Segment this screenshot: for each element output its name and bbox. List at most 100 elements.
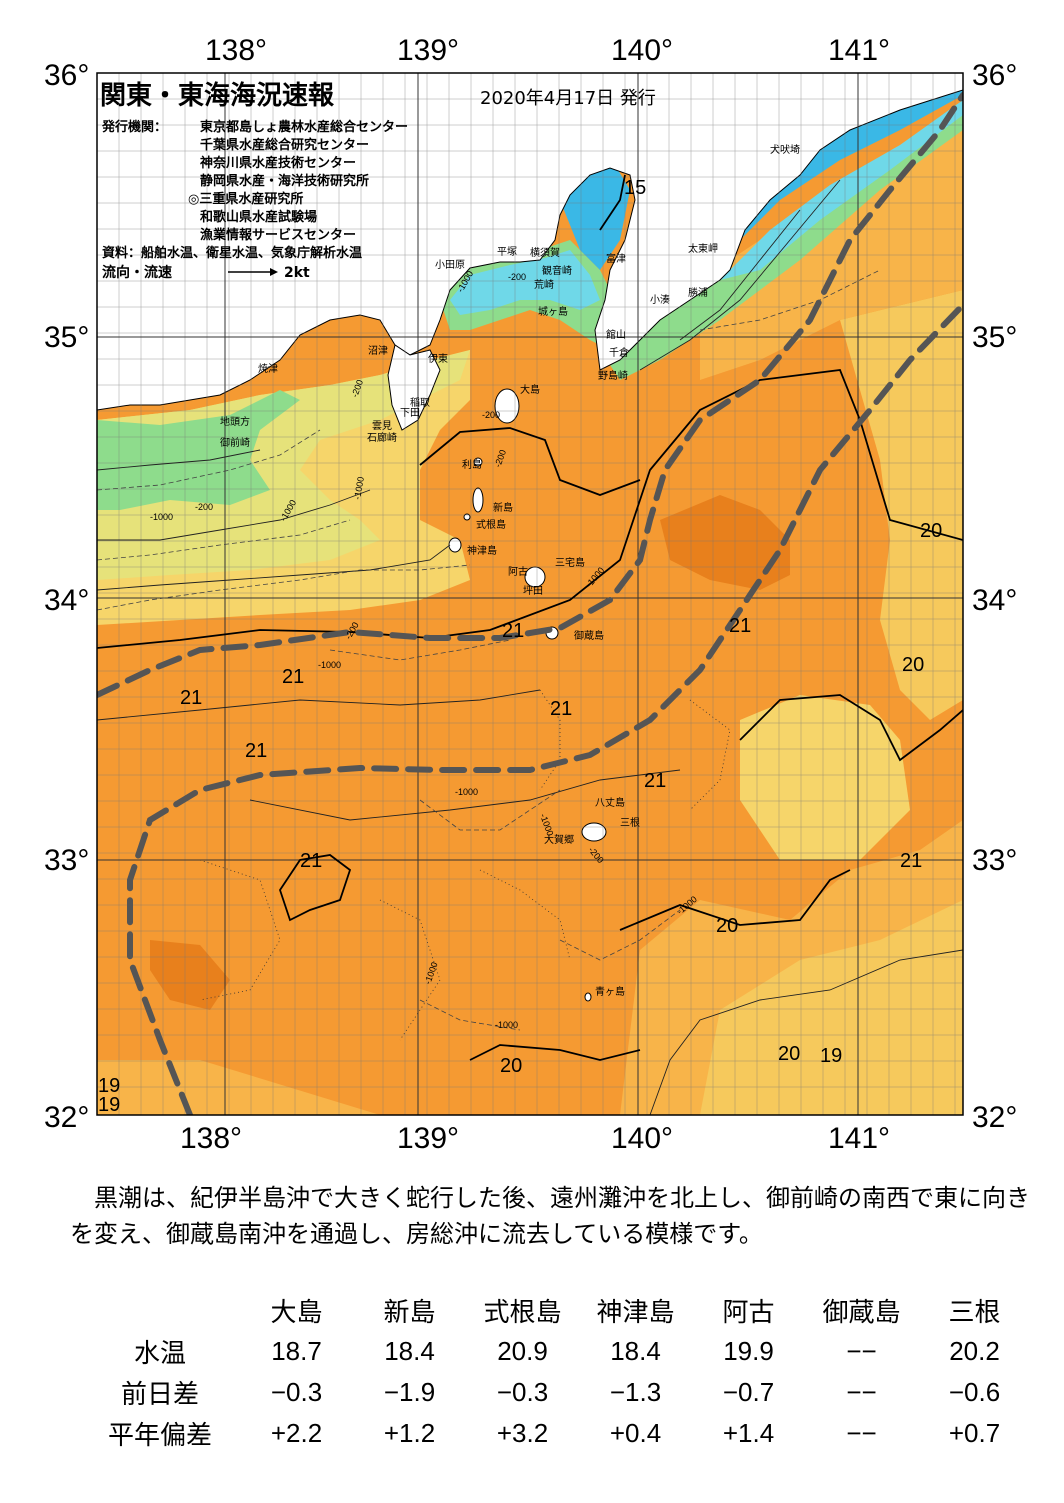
place-kozushima: 神津島 bbox=[467, 544, 497, 557]
sst-zone-coast-green bbox=[97, 390, 300, 510]
column-header: 神津島 bbox=[596, 1298, 675, 1328]
isotherm-label: 21 bbox=[900, 850, 922, 872]
isotherm-label: 21 bbox=[282, 666, 304, 688]
place-inatori: 稲取 bbox=[410, 397, 430, 409]
table-corner bbox=[80, 1290, 240, 1331]
issuer-item: 神奈川県水産技術センター bbox=[200, 155, 356, 171]
lat-tick-right: 35° bbox=[972, 321, 1017, 354]
lat-tick-left: 34° bbox=[44, 584, 89, 617]
isotherm-label: 19 bbox=[98, 1075, 120, 1097]
place-miyakejima: 三宅島 bbox=[555, 556, 585, 569]
column-header: 新島 bbox=[383, 1298, 436, 1328]
isotherm-label: 20 bbox=[920, 520, 942, 542]
island-niijima bbox=[472, 487, 484, 513]
depth-label: -1000 bbox=[352, 476, 366, 500]
lon-tick-top: 138° bbox=[205, 34, 267, 67]
issuer-item: 和歌山県水産試験場 bbox=[200, 209, 317, 225]
depth-label: -200 bbox=[508, 272, 526, 282]
table-cell: −− bbox=[846, 1418, 877, 1448]
isotherm-label: 20 bbox=[778, 1043, 800, 1065]
island-hachijojima bbox=[581, 822, 607, 842]
flow-scale: 2kt bbox=[284, 265, 310, 281]
depth-contours-dotted bbox=[199, 689, 731, 1041]
lat-tick-right: 32° bbox=[972, 1101, 1017, 1134]
place-taitomisaki: 太東岬 bbox=[688, 242, 718, 255]
issuer-item: 静岡県水産・海洋技術研究所 bbox=[200, 173, 369, 189]
place-aogashima: 青ヶ島 bbox=[595, 985, 625, 998]
place-kumomi: 雲見 bbox=[372, 420, 392, 432]
place-katsuura: 勝浦 bbox=[688, 286, 708, 299]
isotherm-label: 19 bbox=[820, 1045, 842, 1067]
place-mikurajima: 御蔵島 bbox=[574, 629, 604, 642]
lat-tick-right: 36° bbox=[972, 59, 1017, 92]
lat-tick-left: 33° bbox=[44, 844, 89, 877]
column-header: 御蔵島 bbox=[822, 1298, 901, 1328]
place-hachijojima: 八丈島 bbox=[595, 796, 625, 809]
lon-tick-bottom: 139° bbox=[397, 1122, 459, 1155]
depth-label: -200 bbox=[195, 502, 213, 512]
issuer-label: 発行機関： bbox=[101, 119, 167, 135]
table-cell: 20.2 bbox=[949, 1336, 1000, 1366]
table-cell: 18.7 bbox=[271, 1336, 322, 1366]
depth-label: -1000 bbox=[150, 512, 173, 522]
isotherm-label: 21 bbox=[550, 698, 572, 720]
isotherm-label: 21 bbox=[245, 740, 267, 762]
table-cell: 18.4 bbox=[610, 1336, 661, 1366]
issuer-item: 漁業情報サービスセンター bbox=[200, 227, 356, 243]
depth-contours bbox=[97, 269, 881, 1031]
place-ito: 伊東 bbox=[428, 352, 448, 365]
table-cell: −0.3 bbox=[496, 1377, 549, 1407]
row-header: 前日差 bbox=[120, 1380, 199, 1410]
isotherm-label: 21 bbox=[644, 770, 666, 792]
table-cell: +2.2 bbox=[270, 1418, 323, 1448]
sst-zone-boso-blue bbox=[740, 73, 963, 240]
lon-tick-top: 141° bbox=[828, 34, 890, 67]
sst-zone-core bbox=[660, 495, 790, 590]
sst-zone-east-edge bbox=[840, 290, 963, 720]
table-cell: −0.7 bbox=[722, 1377, 775, 1407]
lon-tick-bottom: 141° bbox=[828, 1122, 890, 1155]
place-tsubota: 坪田 bbox=[523, 584, 543, 597]
place-toshima: 利島 bbox=[462, 458, 482, 471]
kuroshio-description: 黒潮は、紀伊半島沖で大きく蛇行した後、遠州灘沖を北上し、御前崎の南西で東に向きを… bbox=[70, 1180, 1030, 1252]
table-row: 平年偏差 +2.2 +1.2 +3.2 +0.4 +1.4 −− +0.7 bbox=[80, 1413, 1031, 1454]
sst-zone-boso-cyan bbox=[720, 100, 963, 280]
island-temperature-table: 大島 新島 式根島 神津島 阿古 御蔵島 三根 水温 18.7 18.4 20.… bbox=[80, 1290, 1031, 1454]
place-ako: 阿古 bbox=[508, 565, 528, 578]
depth-label: -1000 bbox=[455, 787, 478, 797]
place-shikinejima: 式根島 bbox=[476, 518, 506, 531]
sst-zone-bay-cyan bbox=[450, 250, 600, 315]
issue-date: 2020年4月17日 発行 bbox=[480, 88, 656, 109]
island-oshima bbox=[494, 388, 520, 424]
place-chikura: 千倉 bbox=[609, 346, 629, 359]
isotherm-label: 15 bbox=[624, 177, 646, 199]
depth-label: -1000 bbox=[495, 1020, 518, 1030]
place-names: 犬吠埼 太東岬 勝浦 小湊 小田原 平塚 横須賀 観音崎 荒崎 富津 城ヶ島 館… bbox=[220, 143, 800, 998]
table-row: 前日差 −0.3 −1.9 −0.3 −1.3 −0.7 −− −0.6 bbox=[80, 1372, 1031, 1413]
map-title: 関東・東海海況速報 bbox=[100, 81, 335, 111]
lat-lon-grid bbox=[97, 73, 963, 1115]
table-header-row: 大島 新島 式根島 神津島 阿古 御蔵島 三根 bbox=[80, 1290, 1031, 1331]
place-hiratsuka: 平塚 bbox=[497, 246, 517, 258]
isotherm-label: 20 bbox=[902, 654, 924, 676]
data-source: 資料：船舶水温、衛星水温、気象庁解析水温 bbox=[102, 245, 362, 261]
table-cell: −0.3 bbox=[270, 1377, 323, 1407]
place-numazu: 沼津 bbox=[368, 344, 388, 357]
table-cell: +0.4 bbox=[609, 1418, 662, 1448]
isotherm-label: 19 bbox=[98, 1094, 120, 1116]
land-honshu bbox=[97, 73, 963, 411]
table-cell: −1.9 bbox=[383, 1377, 436, 1407]
lon-tick-bottom: 140° bbox=[611, 1122, 673, 1155]
place-omaezaki: 御前崎 bbox=[220, 436, 250, 449]
place-niijima: 新島 bbox=[493, 501, 513, 514]
column-header: 式根島 bbox=[483, 1298, 562, 1328]
lon-tick-top: 139° bbox=[397, 34, 459, 67]
table-cell: +0.7 bbox=[948, 1418, 1001, 1448]
place-inubozaki: 犬吠埼 bbox=[770, 143, 800, 156]
lon-tick-top: 140° bbox=[611, 34, 673, 67]
place-jitokata: 地頭方 bbox=[220, 415, 250, 428]
island-aogashima bbox=[584, 992, 592, 1002]
column-header: 阿古 bbox=[722, 1298, 775, 1328]
sea-temperature-map: 138° 139° 140° 141° 138° 139° 140° 141° … bbox=[44, 34, 1017, 1155]
lat-tick-left: 32° bbox=[44, 1101, 89, 1134]
